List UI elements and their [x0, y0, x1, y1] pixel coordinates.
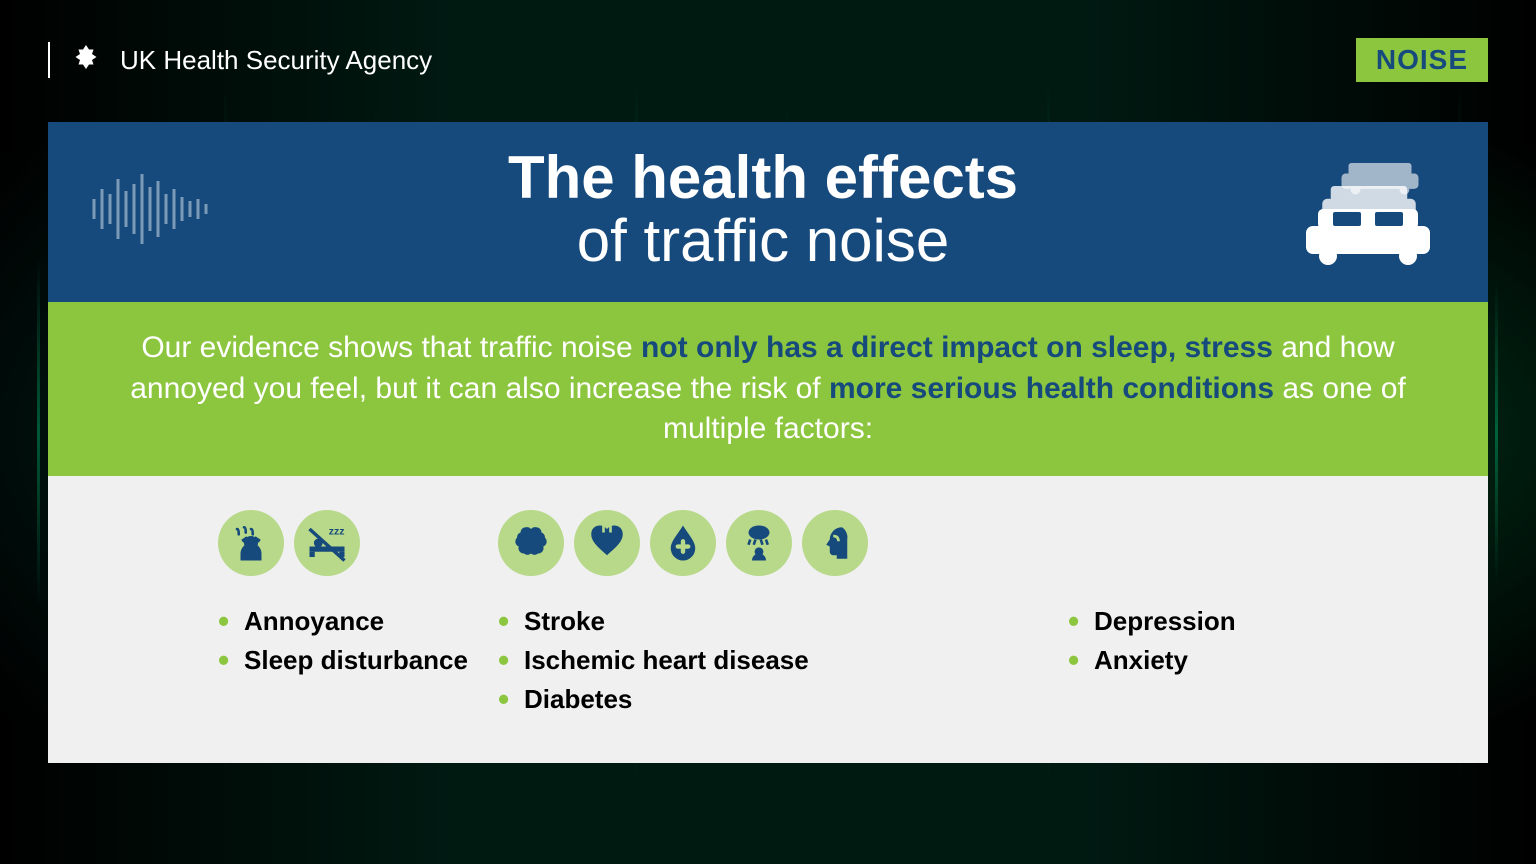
effects-col-1: zzz Annoyance Sleep disturbance [108, 510, 468, 719]
effects-panel: zzz Annoyance Sleep disturbance [48, 476, 1488, 763]
subtitle-e2: more serious health conditions [829, 372, 1274, 405]
effects-col-2: Stroke Ischemic heart disease Diabetes [498, 510, 1038, 719]
title-line2: of traffic noise [258, 209, 1268, 272]
sleep-icon: zzz [294, 510, 360, 576]
stress-icon [726, 510, 792, 576]
list-item: Sleep disturbance [218, 641, 468, 680]
crest-icon [68, 42, 104, 78]
list-item: Diabetes [498, 680, 1038, 719]
icon-row-3-spacer [1068, 510, 1428, 576]
cars-icon [1298, 149, 1448, 269]
list-item: Annoyance [218, 602, 468, 641]
effects-list-2: Stroke Ischemic heart disease Diabetes [498, 602, 1038, 719]
main-card: The health effects of traffic noise [48, 122, 1488, 763]
head-icon [802, 510, 868, 576]
list-item: Ischemic heart disease [498, 641, 1038, 680]
header: UK Health Security Agency NOISE [48, 38, 1488, 82]
title-bar: The health effects of traffic noise [48, 122, 1488, 302]
effects-list-3: Depression Anxiety [1068, 602, 1428, 680]
topic-tag: NOISE [1356, 38, 1488, 82]
svg-text:zzz: zzz [329, 525, 345, 537]
heart-icon [574, 510, 640, 576]
annoyance-icon [218, 510, 284, 576]
subtitle-bar: Our evidence shows that traffic noise no… [48, 302, 1488, 476]
title-text: The health effects of traffic noise [258, 146, 1268, 272]
brain-icon [498, 510, 564, 576]
list-item: Depression [1068, 602, 1428, 641]
list-item: Anxiety [1068, 641, 1428, 680]
effects-list-1: Annoyance Sleep disturbance [218, 602, 468, 680]
icon-row-2 [498, 510, 1038, 576]
icon-row-1: zzz [218, 510, 468, 576]
soundwave-icon [88, 169, 228, 249]
title-line1: The health effects [258, 146, 1268, 209]
subtitle-t1: Our evidence shows that traffic noise [141, 331, 641, 364]
effects-col-3: Depression Anxiety [1068, 510, 1428, 719]
list-item: Stroke [498, 602, 1038, 641]
agency-name: UK Health Security Agency [120, 45, 432, 76]
agency-branding: UK Health Security Agency [48, 42, 432, 78]
blood-drop-icon [650, 510, 716, 576]
subtitle-e1: not only has a direct impact on sleep, s… [641, 331, 1273, 364]
